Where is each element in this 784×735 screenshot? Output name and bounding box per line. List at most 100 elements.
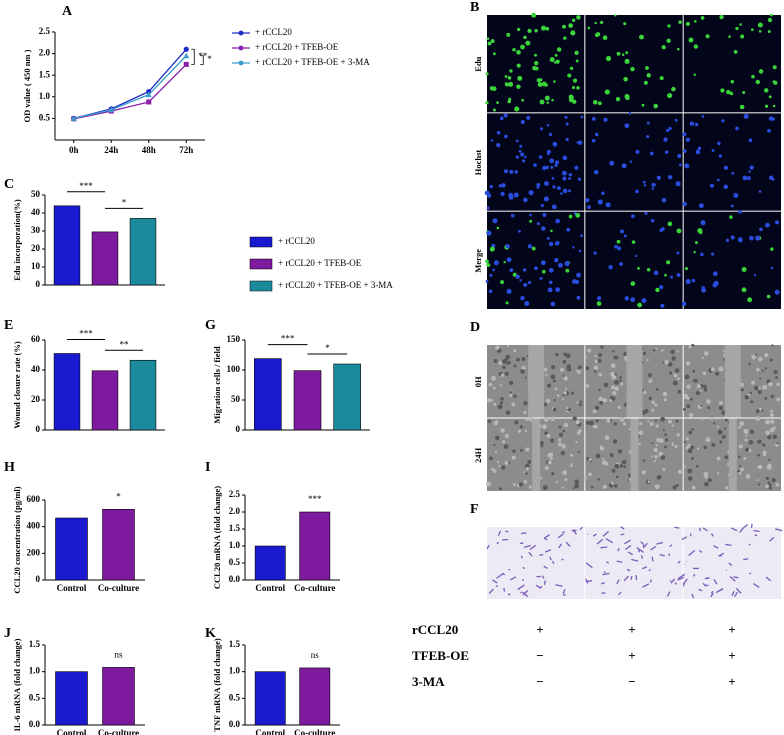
y-tick-label: 600: [27, 494, 41, 504]
cell: [562, 24, 566, 29]
cell: [517, 27, 521, 32]
y-axis-label: Edu incorporation(%): [12, 199, 22, 281]
cell: [527, 459, 532, 464]
cell: [772, 104, 776, 108]
cell: [742, 90, 746, 95]
cell: [561, 486, 564, 489]
cell: [744, 394, 750, 400]
cell: [639, 422, 643, 426]
cell: [735, 126, 739, 131]
cell: [524, 429, 528, 432]
y-axis-label: Migration cells / field: [212, 346, 222, 423]
cell: [774, 289, 780, 295]
cell: [492, 386, 496, 390]
cell: [587, 348, 592, 353]
cell: [719, 440, 723, 444]
cell: [629, 160, 633, 163]
y-tick-label: 50: [31, 189, 41, 199]
cell: [653, 448, 658, 453]
cell: [667, 92, 673, 99]
cell: [541, 575, 545, 579]
cell: [757, 464, 763, 470]
cell: [717, 588, 724, 593]
cell: [553, 80, 556, 83]
cell: [649, 151, 654, 156]
cell: [630, 575, 633, 580]
cell: [545, 373, 549, 377]
cell: [520, 152, 525, 157]
cell: [705, 34, 710, 39]
cell: [516, 357, 520, 362]
bar: [102, 667, 135, 726]
point: [70, 115, 77, 121]
cell: [595, 419, 599, 423]
cell: [703, 388, 708, 392]
y-axis-label: CCL20 mRNA (fold change): [212, 486, 222, 589]
y-tick-label: 200: [27, 547, 41, 557]
cell: [602, 35, 608, 41]
cell: [762, 450, 767, 455]
cell: [585, 420, 590, 425]
cell: [505, 410, 511, 415]
y-tick-label: 0: [236, 424, 241, 434]
cell: [655, 424, 659, 428]
cell: [764, 353, 769, 358]
cell: [723, 184, 729, 190]
cell: [613, 355, 617, 360]
cell: [738, 471, 742, 475]
cell: [748, 138, 753, 143]
cell: [507, 345, 510, 348]
cell: [501, 359, 507, 364]
cell: [515, 139, 519, 143]
cell: [754, 385, 759, 391]
cell: [603, 382, 609, 388]
y-tick-label: 10: [31, 261, 41, 271]
cell: [710, 592, 714, 598]
cell: [525, 472, 528, 475]
cell: [592, 533, 597, 537]
cell: [575, 212, 581, 218]
y-tick-label: 2.0: [229, 506, 241, 516]
y-tick-label: 0: [36, 279, 41, 289]
cell: [742, 175, 748, 181]
cell: [710, 417, 714, 420]
cell: [566, 364, 571, 369]
cell: [594, 354, 597, 358]
cell: [576, 431, 581, 435]
cell: [697, 228, 703, 234]
cell: [734, 591, 739, 598]
cell: [723, 427, 727, 430]
y-tick-label: 2.5: [229, 489, 241, 499]
cell: [667, 24, 671, 28]
cell: [612, 390, 617, 396]
cell: [704, 481, 709, 487]
cell: [602, 530, 609, 537]
cell: [496, 460, 500, 464]
cell: [529, 213, 532, 217]
cell: [670, 349, 675, 355]
cell: [504, 82, 508, 86]
cell: [620, 417, 625, 422]
cell: [647, 373, 653, 378]
cell: [683, 441, 686, 444]
cell: [700, 15, 705, 20]
cell: [502, 572, 506, 576]
cell: [570, 464, 573, 468]
cell: [740, 467, 744, 472]
treatment-cell: +: [628, 622, 635, 637]
cell: [550, 416, 555, 422]
cell: [663, 137, 668, 142]
cell: [751, 354, 757, 360]
legend-marker: [238, 60, 244, 66]
y-axis-label: Wound closure rate (%): [12, 341, 22, 429]
cell: [605, 55, 612, 62]
legend-label: + rCCL20 + TFEB-OE + 3-MA: [255, 57, 370, 67]
cell: [643, 184, 647, 187]
cell: [495, 345, 500, 350]
treatment-cell: +: [728, 648, 735, 663]
cell: [677, 469, 683, 474]
cell: [646, 73, 651, 78]
cell: [539, 476, 543, 480]
bar: [299, 511, 331, 581]
cell: [693, 44, 699, 49]
